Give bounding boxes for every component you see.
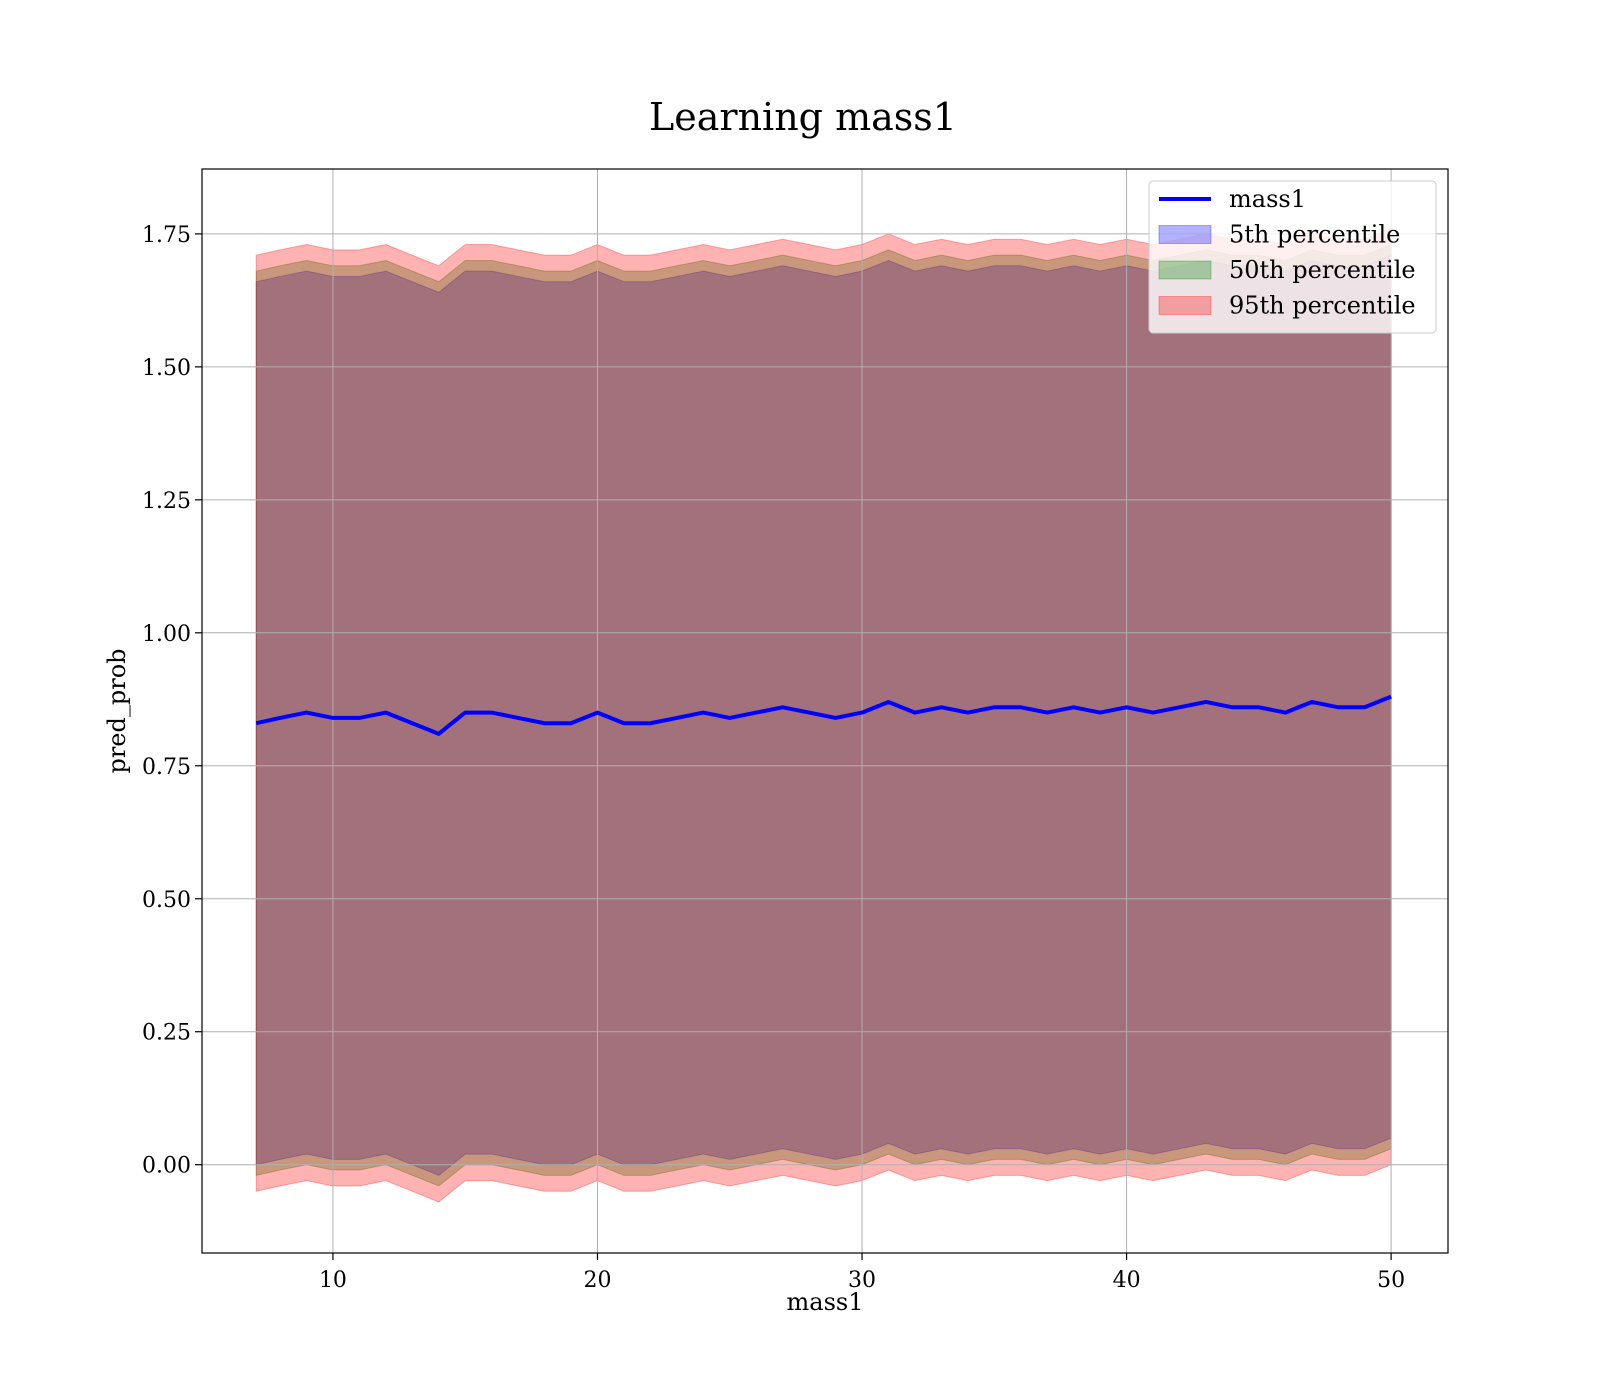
plot-frame: [201, 168, 1449, 1254]
legend-patch: [1158, 225, 1212, 244]
x-tick-label: 40: [1113, 1268, 1141, 1293]
chart-title: Learning mass1: [649, 95, 957, 139]
legend-label: 95th percentile: [1229, 292, 1416, 320]
x-tick-label: 50: [1377, 1268, 1405, 1293]
legend-patch: [1158, 260, 1212, 280]
y-tick-label: 0.25: [142, 1021, 191, 1046]
y-tick-label: 0.50: [142, 888, 191, 913]
y-tick-label: 0.75: [142, 755, 191, 780]
legend-label: 50th percentile: [1229, 256, 1416, 284]
legend-box: [1148, 180, 1437, 334]
y-tick-label: 1.00: [142, 622, 191, 647]
legend: mass1 5th percentile 50th percentile 95th p…: [1148, 180, 1437, 334]
x-axis-label: mass1: [787, 1288, 864, 1316]
legend-patch: [1158, 296, 1212, 315]
x-tick-label: 20: [583, 1268, 611, 1293]
y-tick-label: 1.75: [142, 223, 191, 248]
x-tick-label: 30: [848, 1268, 876, 1293]
x-tick-label: 10: [319, 1268, 347, 1293]
y-tick-label: 0.00: [142, 1154, 191, 1179]
legend-label: mass1: [1229, 185, 1306, 213]
y-axis-label: pred_prob: [103, 648, 131, 773]
series-line: [255, 694, 1392, 736]
y-tick-label: 1.25: [142, 489, 191, 514]
y-tick-label: 1.50: [142, 356, 191, 381]
legend-label: 5th percentile: [1229, 221, 1400, 249]
plot-area: [202, 169, 1448, 1253]
